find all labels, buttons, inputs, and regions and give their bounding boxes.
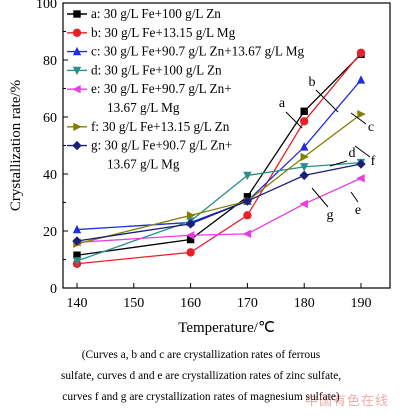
curve-d-label: d [349, 146, 356, 161]
data-point [243, 171, 252, 181]
curve-f-label: f [371, 154, 376, 169]
legend-marker [72, 28, 82, 37]
caption-line-2: sulfate, curves d and e are crystallizat… [60, 370, 342, 382]
curve-f-leader [354, 145, 371, 158]
legend-text: b: 30 g/L Fe+13.15 g/L Mg [91, 25, 236, 40]
legend-entry-c: c: 30 g/L Fe+90.7 g/L Zn+13.67 g/L Mg [67, 44, 304, 59]
data-point [242, 196, 253, 206]
data-point [72, 236, 82, 246]
curve-e-label: e [355, 203, 361, 218]
x-tick-label: 160 [180, 296, 201, 311]
data-point [243, 211, 252, 220]
crystallization-rate-chart: 140 150 160 170 180 190 0 20 40 60 80 100 Temperatur… [8, 0, 391, 336]
legend-marker [72, 140, 82, 151]
data-point [299, 199, 308, 209]
x-axis-label: Temperature/℃ [178, 320, 275, 336]
curve-g-leader [311, 187, 329, 208]
legend-entry-g: g: 30 g/L Fe+90.7 g/L Zn+ 13.67 g/L Mg [67, 138, 232, 171]
watermark-text: 中国有色在线 [305, 394, 390, 409]
x-tick-label: 150 [123, 296, 144, 311]
series-b [72, 48, 366, 268]
legend-entry-a: a: 30 g/L Fe+100 g/L Zn [67, 6, 221, 21]
curve-e-leader [350, 191, 359, 203]
caption-line-1: (Curves a, b and c are crystallization r… [81, 349, 321, 361]
legend: a: 30 g/L Fe+100 g/L Zn b: 30 g/L Fe+13.1… [67, 6, 304, 171]
legend-marker [73, 122, 82, 131]
curve-g-label: g [327, 208, 334, 223]
legend-entry-d: d: 30 g/L Fe+100 g/L Zn [67, 62, 222, 77]
legend-marker [72, 46, 82, 56]
data-point [300, 163, 309, 172]
curve-d-leader [329, 160, 348, 167]
x-tick-label: 190 [351, 296, 372, 311]
x-tick-label: 170 [237, 296, 258, 311]
data-point [186, 235, 195, 244]
data-point [300, 117, 309, 126]
x-tick-label: 140 [67, 296, 88, 311]
legend-entry-e: e: 30 g/L Fe+90.7 g/L Zn+ 13.67 g/L Mg [67, 81, 232, 115]
y-tick-label: 60 [43, 111, 57, 126]
y-axis-label: Crystallization rate/% [8, 80, 24, 211]
y-tick-label: 100 [36, 0, 57, 12]
legend-text: d: 30 g/L Fe+100 g/L Zn [91, 62, 222, 77]
data-point [186, 211, 196, 220]
legend-text: 13.67 g/L Mg [107, 100, 180, 115]
data-point [185, 219, 196, 229]
y-tick-label: 80 [43, 54, 57, 69]
data-point [73, 251, 81, 259]
curve-c-label: c [368, 120, 374, 135]
legend-marker [72, 66, 82, 76]
data-point [186, 248, 195, 257]
figure-caption: (Curves a, b and c are crystallization r… [8, 345, 394, 408]
legend-marker [73, 10, 81, 18]
data-point [72, 224, 82, 234]
curve-b-label: b [309, 75, 316, 90]
data-point [300, 107, 308, 115]
data-series [72, 48, 366, 268]
legend-text: c: 30 g/L Fe+90.7 g/L Zn+13.67 g/L Mg [91, 44, 304, 59]
data-point [356, 48, 366, 58]
data-point [299, 170, 309, 181]
series-g-line [76, 163, 362, 242]
legend-entry-f: f: 30 g/L Fe+13.15 g/L Zn [67, 119, 230, 134]
curve-a-label: a [279, 96, 286, 111]
caption-line-3: curves f and g are crystallization rates… [62, 391, 340, 403]
data-point [185, 231, 195, 240]
data-point [300, 142, 309, 151]
curve-labels: a b c fd g e [279, 75, 376, 223]
series-g [72, 159, 366, 246]
legend-text: a: 30 g/L Fe+100 g/L Zn [91, 6, 221, 21]
data-point [72, 257, 82, 266]
data-point [357, 109, 366, 119]
y-tick-label: 20 [43, 225, 57, 240]
data-point [356, 159, 366, 169]
data-point [356, 75, 366, 84]
legend-text: e: 30 g/L Fe+90.7 g/L Zn+ [91, 81, 232, 96]
curve-c-leader [350, 112, 367, 125]
legend-text: f: 30 g/L Fe+13.15 g/L Zn [91, 119, 230, 134]
data-point [356, 174, 365, 183]
legend-text: 13.67 g/L Mg [107, 156, 180, 171]
x-tick-label: 180 [294, 296, 315, 311]
series-c [72, 75, 366, 234]
data-point [300, 152, 309, 162]
curve-a-leader [285, 111, 303, 129]
y-tick-label: 0 [50, 282, 57, 297]
legend-text: g: 30 g/L Fe+90.7 g/L Zn+ [91, 138, 232, 153]
axes: 140 150 160 170 180 190 0 20 40 60 80 100 Temperatur… [8, 0, 391, 336]
data-point [242, 229, 252, 239]
legend-entry-b: b: 30 g/L Fe+13.15 g/L Mg [67, 25, 236, 40]
curve-b-leader [315, 89, 339, 113]
legend-marker [72, 85, 81, 94]
y-tick-label: 40 [43, 168, 57, 183]
